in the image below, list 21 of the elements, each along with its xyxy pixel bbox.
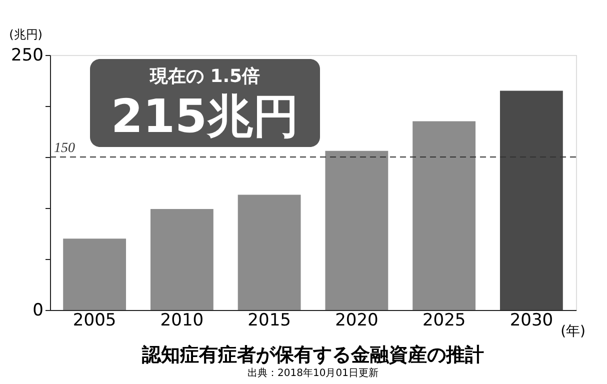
bar bbox=[500, 90, 563, 310]
x-tick-label: 2005 bbox=[72, 310, 116, 330]
y-tick-label: 250 bbox=[11, 46, 44, 66]
source-note: 出典：2018年10月01日更新 bbox=[248, 367, 378, 379]
x-tick-label: 2030 bbox=[510, 310, 554, 330]
x-tick-label: 2020 bbox=[335, 310, 378, 330]
x-tick-label: 2010 bbox=[160, 310, 204, 330]
x-axis-title: (年) bbox=[560, 324, 586, 340]
bar bbox=[150, 209, 214, 310]
y-tick-label: 0 bbox=[32, 300, 44, 320]
annotation: 215兆円 bbox=[110, 89, 300, 143]
x-tick-label: 2025 bbox=[422, 310, 466, 330]
ref-line-label: 150 bbox=[54, 141, 75, 156]
annotation: 現在の 1.5倍 bbox=[148, 66, 260, 87]
bar bbox=[412, 121, 476, 310]
x-tick-label: 2015 bbox=[248, 310, 291, 330]
text: 認知症有症者が保有する金融資産の推計 bbox=[141, 344, 484, 366]
y-axis-title: (兆円) bbox=[9, 28, 42, 42]
bar bbox=[325, 150, 388, 310]
bar bbox=[63, 238, 126, 310]
bar bbox=[238, 194, 301, 310]
